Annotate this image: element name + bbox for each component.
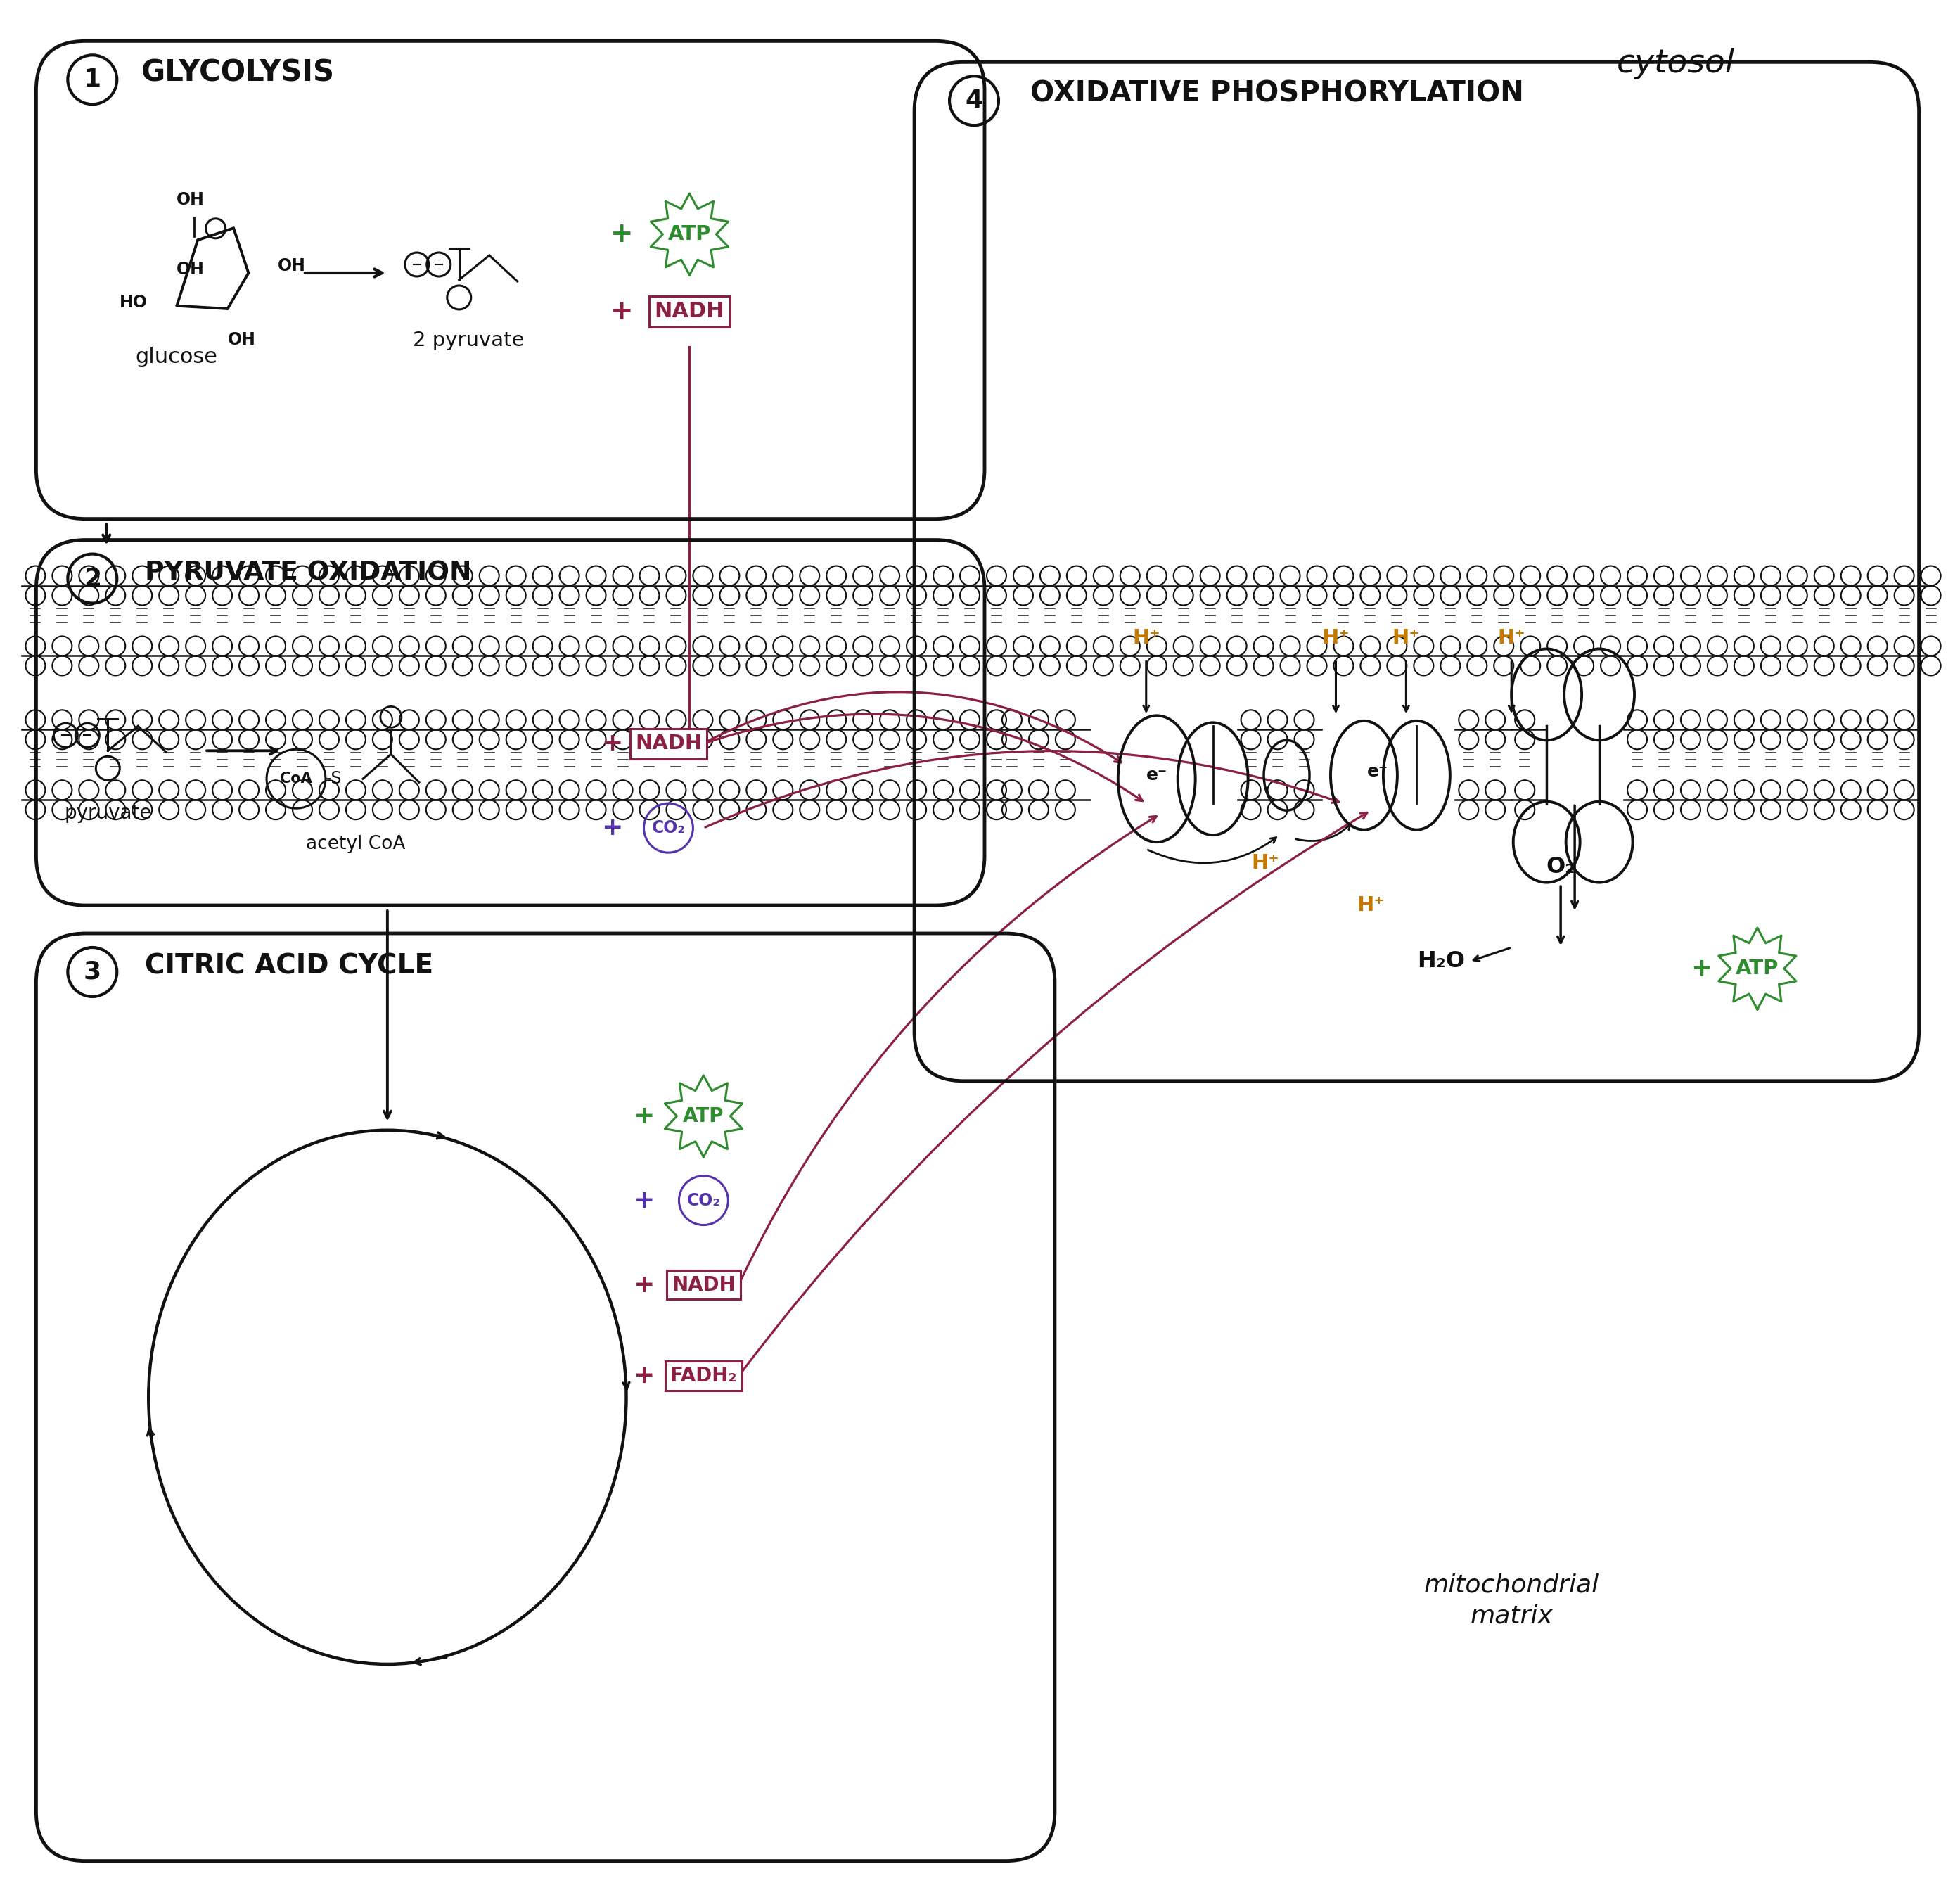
Text: +: + [633, 1272, 655, 1297]
Text: OXIDATIVE PHOSPHORYLATION: OXIDATIVE PHOSPHORYLATION [1031, 79, 1523, 108]
Text: ATP: ATP [1737, 958, 1780, 979]
Text: PYRUVATE OXIDATION: PYRUVATE OXIDATION [145, 559, 472, 586]
Text: OH: OH [227, 331, 255, 348]
Text: -S: -S [325, 771, 343, 788]
Text: +: + [633, 1189, 655, 1211]
Text: H⁺: H⁺ [1321, 629, 1350, 648]
Text: 3: 3 [84, 960, 102, 985]
Text: e⁻: e⁻ [1147, 767, 1168, 784]
Text: CoA: CoA [280, 771, 312, 786]
Text: ATP: ATP [682, 1106, 723, 1126]
Text: O₂: O₂ [1546, 856, 1576, 877]
Text: H₂O: H₂O [1417, 951, 1466, 973]
Text: CITRIC ACID CYCLE: CITRIC ACID CYCLE [145, 953, 433, 979]
Text: 4: 4 [964, 89, 982, 113]
Text: +: + [610, 299, 633, 325]
Text: +: + [602, 731, 623, 756]
Text: acetyl CoA: acetyl CoA [306, 835, 406, 852]
Text: +: + [633, 1365, 655, 1387]
Text: OH: OH [278, 257, 306, 274]
Text: H⁺: H⁺ [1133, 629, 1160, 648]
Text: H⁺: H⁺ [1252, 852, 1280, 873]
Text: 2 pyruvate: 2 pyruvate [412, 331, 523, 350]
Text: GLYCOLYSIS: GLYCOLYSIS [141, 59, 335, 87]
Text: H⁺: H⁺ [1356, 896, 1386, 915]
Text: NADH: NADH [655, 301, 725, 321]
Text: OH: OH [176, 191, 204, 208]
Text: NADH: NADH [672, 1276, 735, 1295]
Text: +: + [602, 816, 623, 839]
Text: H⁺: H⁺ [1392, 629, 1421, 648]
Text: OH: OH [176, 261, 204, 278]
Text: ATP: ATP [668, 225, 711, 244]
Text: mitochondrial
matrix: mitochondrial matrix [1423, 1572, 1599, 1629]
Text: pyruvate: pyruvate [65, 803, 151, 824]
Text: cytosol: cytosol [1617, 47, 1735, 79]
Text: CO₂: CO₂ [651, 820, 686, 837]
Text: 1: 1 [84, 68, 102, 91]
Text: +: + [1690, 956, 1711, 981]
Text: 2: 2 [84, 567, 102, 590]
Text: +: + [610, 221, 633, 248]
Text: +: + [633, 1104, 655, 1128]
Text: CO₂: CO₂ [686, 1193, 721, 1210]
Text: HO: HO [120, 293, 147, 310]
Text: glucose: glucose [135, 346, 218, 367]
Text: NADH: NADH [635, 733, 702, 754]
Text: FADH₂: FADH₂ [670, 1366, 737, 1385]
Text: H⁺: H⁺ [1497, 629, 1525, 648]
Text: e⁻: e⁻ [1368, 764, 1388, 781]
